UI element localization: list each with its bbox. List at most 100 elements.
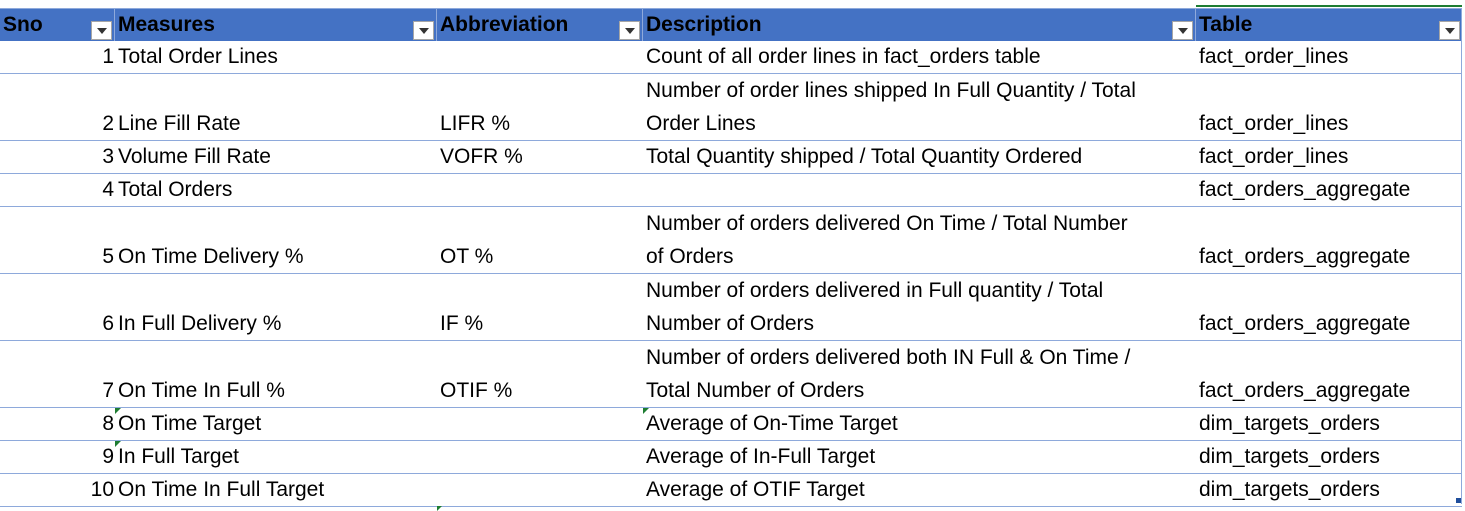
measure-value: On Time In Full % <box>118 379 285 402</box>
cell-table[interactable]: fact_order_lines <box>1196 74 1462 140</box>
description-line: Number of Orders <box>646 312 815 335</box>
cell-description[interactable]: Average of OTIF Target <box>643 474 1196 506</box>
cell-table[interactable]: dim_targets_orders <box>1196 474 1462 506</box>
description-line: of Orders <box>646 245 734 268</box>
cell-description[interactable]: Average of In-Full Target <box>643 441 1196 473</box>
comment-marker-icon <box>115 408 121 414</box>
cell-sno[interactable]: 1 <box>0 41 115 73</box>
sno-value: 6 <box>102 312 114 335</box>
header-abbreviation-label: Abbreviation <box>440 13 569 36</box>
cell-abbreviation[interactable]: IF % <box>437 274 643 340</box>
cell-measure[interactable]: In Full Target <box>115 441 437 473</box>
header-measures[interactable]: Measures <box>115 9 437 41</box>
measure-value: In Full Target <box>118 445 240 468</box>
cell-measure[interactable]: Total Orders <box>115 174 437 206</box>
cell-abbreviation[interactable]: VOFR % <box>437 141 643 173</box>
cell-table[interactable]: fact_orders_aggregate <box>1196 207 1462 273</box>
table-row: 5 On Time Delivery % OT % Number of orde… <box>0 207 1462 274</box>
abbreviation-value: LIFR % <box>440 112 511 135</box>
cell-description[interactable]: Total Quantity shipped / Total Quantity … <box>643 141 1196 173</box>
header-sno[interactable]: Sno <box>0 9 115 41</box>
filter-dropdown-icon[interactable] <box>1172 21 1193 40</box>
cell-measure[interactable]: Total Order Lines <box>115 41 437 73</box>
cell-sno[interactable]: 9 <box>0 441 115 473</box>
cell-description[interactable]: Number of order lines shipped In Full Qu… <box>643 74 1196 140</box>
table-row: 8 On Time Target Average of On-Time Targ… <box>0 408 1462 441</box>
table-row: 7 On Time In Full % OTIF % Number of ord… <box>0 341 1462 408</box>
cell-table[interactable]: fact_orders_aggregate <box>1196 174 1462 206</box>
table-value: fact_orders_aggregate <box>1199 245 1411 268</box>
cell-measure[interactable]: On Time In Full Target <box>115 474 437 506</box>
table-row: 2 Line Fill Rate LIFR % Number of order … <box>0 74 1462 141</box>
cell-sno[interactable]: 3 <box>0 141 115 173</box>
table-value: fact_orders_aggregate <box>1199 312 1411 335</box>
measure-value: On Time Target <box>118 412 262 435</box>
filter-dropdown-icon[interactable] <box>91 21 112 40</box>
cell-sno[interactable]: 10 <box>0 474 115 506</box>
cell-abbreviation[interactable] <box>437 441 643 473</box>
description-line: Order Lines <box>646 112 756 135</box>
cell-description[interactable]: Number of orders delivered in Full quant… <box>643 274 1196 340</box>
abbreviation-value: OTIF % <box>440 379 513 402</box>
cell-abbreviation[interactable] <box>437 174 643 206</box>
cell-table[interactable]: fact_orders_aggregate <box>1196 341 1462 407</box>
table-value: dim_targets_orders <box>1199 478 1380 501</box>
cell-sno[interactable]: 8 <box>0 408 115 440</box>
cell-abbreviation[interactable]: OTIF % <box>437 341 643 407</box>
measure-value: Line Fill Rate <box>118 112 241 135</box>
filter-dropdown-icon[interactable] <box>413 21 434 40</box>
cell-sno[interactable]: 7 <box>0 341 115 407</box>
active-cell-border <box>1196 5 1462 7</box>
cell-table[interactable]: dim_targets_orders <box>1196 441 1462 473</box>
cell-abbreviation[interactable] <box>437 41 643 73</box>
cell-table[interactable]: fact_order_lines <box>1196 41 1462 73</box>
sno-value: 8 <box>102 412 114 435</box>
cell-table[interactable]: fact_orders_aggregate <box>1196 274 1462 340</box>
sno-value: 2 <box>102 112 114 135</box>
cell-measure[interactable]: On Time Delivery % <box>115 207 437 273</box>
cell-description[interactable]: Number of orders delivered On Time / Tot… <box>643 207 1196 273</box>
cell-description[interactable] <box>643 174 1196 206</box>
sno-value: 1 <box>102 45 114 68</box>
cell-abbreviation[interactable] <box>437 474 643 506</box>
header-description[interactable]: Description <box>643 9 1196 41</box>
description-line: Average of In-Full Target <box>646 445 876 468</box>
header-measures-label: Measures <box>118 13 215 36</box>
header-table[interactable]: Table <box>1196 9 1462 41</box>
measure-value: On Time In Full Target <box>118 478 325 501</box>
cell-description[interactable]: Count of all order lines in fact_orders … <box>643 41 1196 73</box>
measure-value: Volume Fill Rate <box>118 145 271 168</box>
cell-abbreviation[interactable]: OT % <box>437 207 643 273</box>
table-value: fact_order_lines <box>1199 45 1349 68</box>
table-value: fact_order_lines <box>1199 145 1349 168</box>
header-abbreviation[interactable]: Abbreviation <box>437 9 643 41</box>
cell-table[interactable]: dim_targets_orders <box>1196 408 1462 440</box>
cell-measure[interactable]: Volume Fill Rate <box>115 141 437 173</box>
cell-measure[interactable]: Line Fill Rate <box>115 74 437 140</box>
cell-sno[interactable]: 6 <box>0 274 115 340</box>
cell-measure[interactable]: In Full Delivery % <box>115 274 437 340</box>
table-row: 6 In Full Delivery % IF % Number of orde… <box>0 274 1462 341</box>
filter-dropdown-icon[interactable] <box>619 21 640 40</box>
measure-value: On Time Delivery % <box>118 245 304 268</box>
cell-abbreviation[interactable] <box>437 408 643 440</box>
cell-sno[interactable]: 4 <box>0 174 115 206</box>
table-resize-handle[interactable] <box>1456 498 1461 503</box>
cell-measure[interactable]: On Time In Full % <box>115 341 437 407</box>
sno-value: 4 <box>102 178 114 201</box>
sno-value: 10 <box>90 478 114 501</box>
table-value: fact_order_lines <box>1199 112 1349 135</box>
table-header-row: Sno Measures Abbreviation Description Ta… <box>0 8 1462 41</box>
filter-dropdown-icon[interactable] <box>1439 21 1460 40</box>
header-table-label: Table <box>1199 13 1253 36</box>
measure-value: Total Orders <box>118 178 233 201</box>
cell-abbreviation[interactable]: LIFR % <box>437 74 643 140</box>
cell-description[interactable]: Number of orders delivered both IN Full … <box>643 341 1196 407</box>
cell-sno[interactable]: 2 <box>0 74 115 140</box>
cell-sno[interactable]: 5 <box>0 207 115 273</box>
cell-measure[interactable]: On Time Target <box>115 408 437 440</box>
table-row: 9 In Full Target Average of In-Full Targ… <box>0 441 1462 474</box>
cell-description[interactable]: Average of On-Time Target <box>643 408 1196 440</box>
cell-table[interactable]: fact_order_lines <box>1196 141 1462 173</box>
comment-marker-icon <box>643 408 649 414</box>
